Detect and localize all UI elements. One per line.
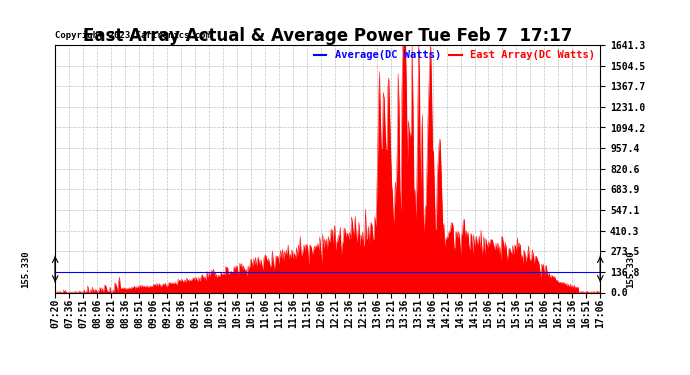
- Text: 155.330: 155.330: [21, 250, 30, 288]
- Text: 155.330: 155.330: [626, 250, 635, 288]
- Title: East Array Actual & Average Power Tue Feb 7  17:17: East Array Actual & Average Power Tue Fe…: [83, 27, 573, 45]
- Text: Copyright 2023 Cartronics.com: Copyright 2023 Cartronics.com: [55, 31, 211, 40]
- Legend: Average(DC Watts), East Array(DC Watts): Average(DC Watts), East Array(DC Watts): [314, 50, 595, 60]
